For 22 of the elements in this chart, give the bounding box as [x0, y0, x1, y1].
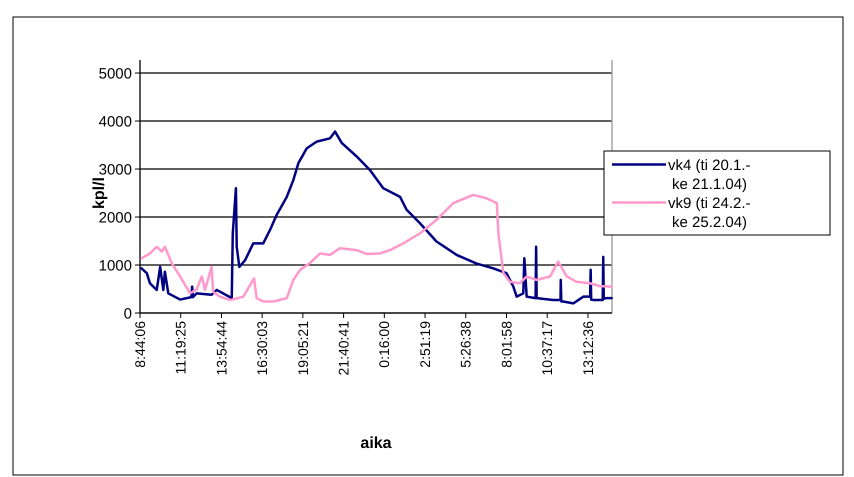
y-tick-label: 5000	[98, 65, 132, 82]
legend-label: vk9 (ti 24.2.- ke 25.2.04)	[668, 195, 751, 232]
x-tick-label: 2:51:19	[416, 320, 433, 368]
y-tick-label: 3000	[98, 161, 132, 178]
x-tick-label: 13:54:44	[213, 320, 230, 376]
x-tick-label: 11:19:25	[172, 320, 189, 374]
y-tick-label: 4000	[98, 113, 132, 130]
x-tick-label: 21:40:41	[336, 320, 352, 376]
x-tick-label: 8:01:58	[498, 320, 514, 368]
y-tick-label: 1000	[98, 257, 132, 274]
y-axis-title: kpl/l	[91, 176, 108, 210]
y-tick-label: 2000	[98, 209, 132, 226]
x-tick-label: 16:30:03	[254, 320, 270, 376]
x-tick-label: 13:12:36	[580, 320, 596, 376]
x-tick-label: 10:37:17	[539, 320, 556, 376]
x-tick-label: 8:44:06	[132, 320, 148, 368]
y-tick-label: 0	[124, 305, 132, 322]
x-tick-label: 0:16:00	[376, 320, 392, 368]
x-tick-label: 5:26:38	[458, 320, 474, 368]
x-axis-title: aika	[360, 435, 392, 452]
x-tick-label: 19:05:21	[294, 320, 311, 376]
legend-label: vk4 (ti 20.1.- ke 21.1.04)	[668, 157, 751, 194]
